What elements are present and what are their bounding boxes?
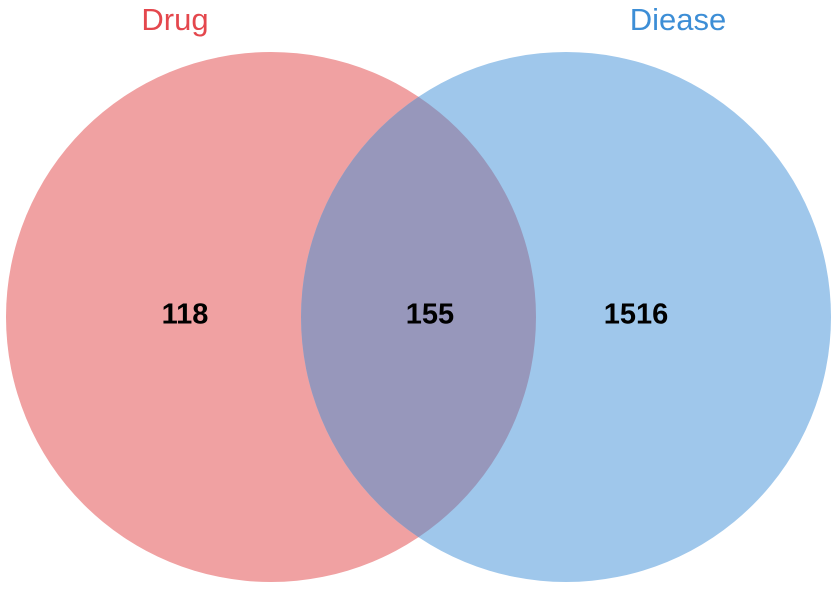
overlap-region xyxy=(301,52,536,582)
region-count: 155 xyxy=(406,299,454,331)
region-count: 1516 xyxy=(604,299,669,331)
region-count: 118 xyxy=(162,299,209,331)
set-label: Drug xyxy=(141,2,208,37)
set-label: Diease xyxy=(630,2,727,37)
